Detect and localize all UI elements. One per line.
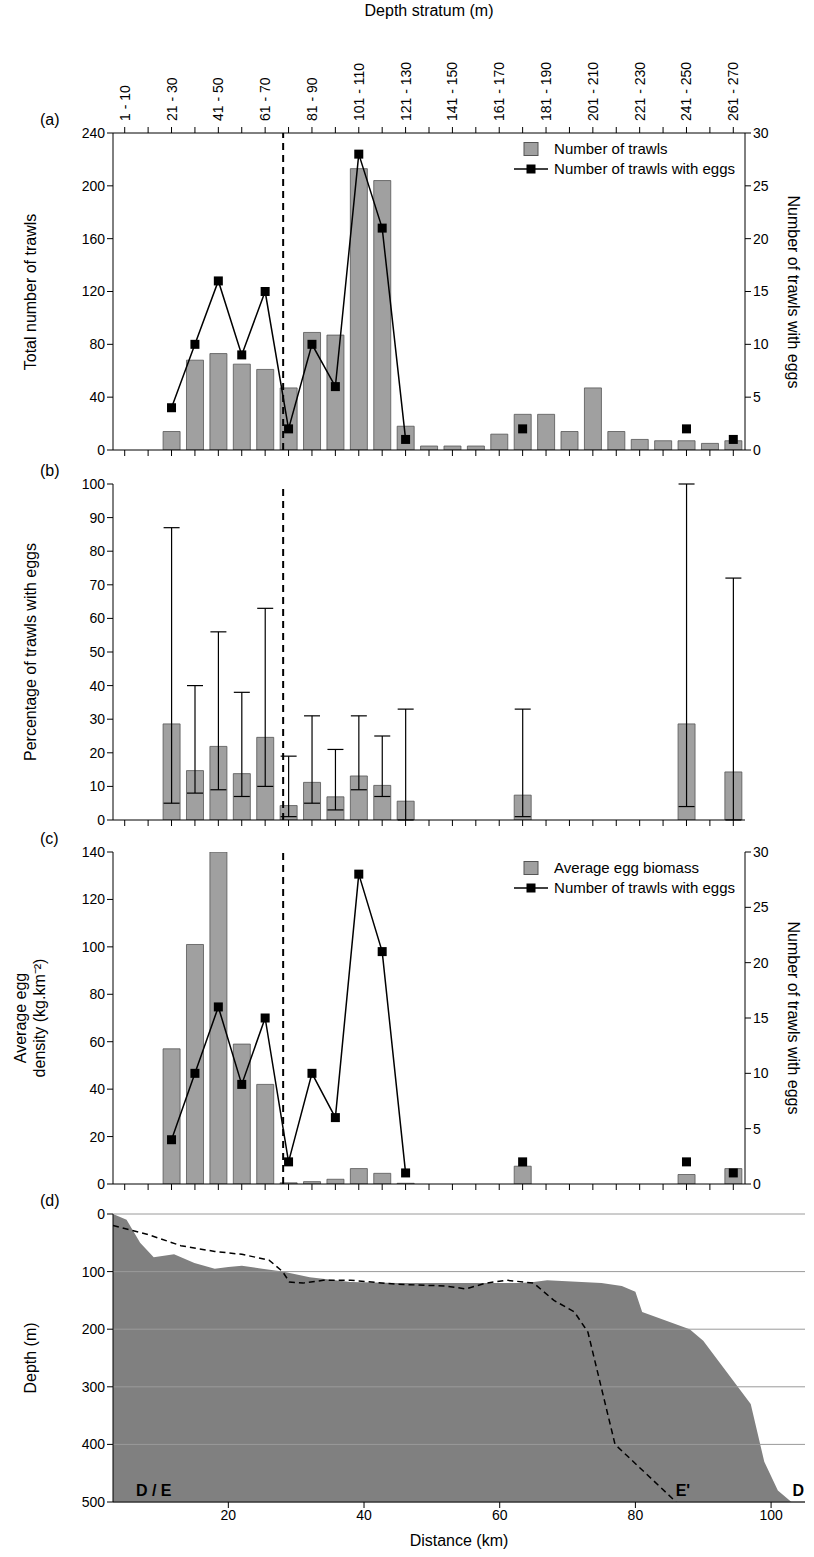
svg-text:5: 5 xyxy=(753,1121,761,1137)
svg-text:0: 0 xyxy=(97,812,105,828)
svg-text:80: 80 xyxy=(89,336,105,352)
svg-text:40: 40 xyxy=(356,1507,372,1523)
svg-text:30: 30 xyxy=(89,711,105,727)
svg-text:160: 160 xyxy=(82,231,106,247)
html-text:density (kg.km⁻²): density (kg.km⁻²) xyxy=(31,958,48,1078)
svg-text:50: 50 xyxy=(89,644,105,660)
svg-text:140: 140 xyxy=(82,844,106,860)
svg-text:181 - 190: 181 - 190 xyxy=(538,62,554,121)
svg-text:261 - 270: 261 - 270 xyxy=(725,62,741,121)
html-text:Average egg: Average egg xyxy=(12,972,29,1064)
html-text:(a): (a) xyxy=(40,111,60,128)
svg-text:120: 120 xyxy=(82,283,106,299)
html-text:Distance (km): Distance (km) xyxy=(409,1532,509,1549)
html-text:Average egg biomass: Average egg biomass xyxy=(554,859,699,876)
html-text:Number of trawls with eggs: Number of trawls with eggs xyxy=(784,921,802,1115)
html-text:Percentage of trawls with eggs: Percentage of trawls with eggs xyxy=(21,543,39,761)
svg-text:15: 15 xyxy=(753,1010,769,1026)
svg-text:300: 300 xyxy=(82,1379,106,1395)
svg-text:100: 100 xyxy=(759,1507,783,1523)
svg-text:0: 0 xyxy=(97,442,105,458)
svg-text:200: 200 xyxy=(82,1321,106,1337)
svg-text:240: 240 xyxy=(82,125,106,141)
svg-text:40: 40 xyxy=(89,678,105,694)
svg-text:60: 60 xyxy=(492,1507,508,1523)
svg-text:10: 10 xyxy=(753,336,769,352)
html-text:(c): (c) xyxy=(40,830,59,847)
svg-text:30: 30 xyxy=(753,125,769,141)
svg-text:100: 100 xyxy=(82,476,106,492)
svg-text:20: 20 xyxy=(89,1129,105,1145)
svg-text:141 - 150: 141 - 150 xyxy=(444,62,460,121)
svg-text:400: 400 xyxy=(82,1436,106,1452)
svg-text:100: 100 xyxy=(82,1264,106,1280)
svg-text:5: 5 xyxy=(753,389,761,405)
svg-text:80: 80 xyxy=(628,1507,644,1523)
svg-text:10: 10 xyxy=(753,1065,769,1081)
svg-text:121 - 130: 121 - 130 xyxy=(398,62,414,121)
svg-text:15: 15 xyxy=(753,283,769,299)
html-text:Total number of trawls: Total number of trawls xyxy=(21,213,39,370)
svg-text:80: 80 xyxy=(89,986,105,1002)
svg-text:40: 40 xyxy=(89,1081,105,1097)
svg-text:90: 90 xyxy=(89,510,105,526)
html-text:(d): (d) xyxy=(40,1192,60,1209)
svg-text:25: 25 xyxy=(753,899,769,915)
svg-text:241 - 250: 241 - 250 xyxy=(678,62,694,121)
svg-text:200: 200 xyxy=(82,178,106,194)
svg-text:D: D xyxy=(792,1482,804,1499)
svg-text:41 - 50: 41 - 50 xyxy=(210,77,226,121)
html-text:Number of trawls with eggs: Number of trawls with eggs xyxy=(784,195,802,388)
svg-text:D / E: D / E xyxy=(136,1482,172,1499)
svg-text:25: 25 xyxy=(753,178,769,194)
html-text:Depth stratum (m): Depth stratum (m) xyxy=(364,2,494,19)
svg-text:1 - 10: 1 - 10 xyxy=(117,85,133,121)
svg-text:60: 60 xyxy=(89,610,105,626)
svg-text:0: 0 xyxy=(97,1176,105,1192)
svg-text:E': E' xyxy=(676,1482,690,1499)
svg-text:70: 70 xyxy=(89,577,105,593)
svg-text:40: 40 xyxy=(89,389,105,405)
svg-text:161 - 170: 161 - 170 xyxy=(491,62,507,121)
svg-text:80: 80 xyxy=(89,543,105,559)
svg-text:20: 20 xyxy=(753,231,769,247)
svg-text:20: 20 xyxy=(221,1507,237,1523)
svg-text:61 - 70: 61 - 70 xyxy=(257,77,273,121)
html-text:(b): (b) xyxy=(40,462,60,479)
html-text:Number of trawls: Number of trawls xyxy=(554,140,668,157)
svg-text:20: 20 xyxy=(89,745,105,761)
svg-text:60: 60 xyxy=(89,1034,105,1050)
html-text:Number of trawls with eggs: Number of trawls with eggs xyxy=(554,879,735,896)
svg-text:101 - 110: 101 - 110 xyxy=(351,63,367,121)
svg-text:20: 20 xyxy=(753,955,769,971)
svg-text:81 - 90: 81 - 90 xyxy=(304,77,320,121)
svg-text:0: 0 xyxy=(97,1206,105,1222)
svg-text:30: 30 xyxy=(753,844,769,860)
svg-text:100: 100 xyxy=(82,939,106,955)
svg-text:0: 0 xyxy=(753,1176,761,1192)
svg-text:221 - 230: 221 - 230 xyxy=(632,62,648,121)
svg-text:10: 10 xyxy=(89,778,105,794)
svg-text:0: 0 xyxy=(753,442,761,458)
svg-text:120: 120 xyxy=(82,891,106,907)
svg-text:500: 500 xyxy=(82,1494,106,1510)
svg-text:201 - 210: 201 - 210 xyxy=(585,62,601,121)
svg-text:21 - 30: 21 - 30 xyxy=(164,77,180,121)
html-text:Number of trawls with eggs: Number of trawls with eggs xyxy=(554,160,735,177)
html-text:Depth (m): Depth (m) xyxy=(21,1322,39,1394)
